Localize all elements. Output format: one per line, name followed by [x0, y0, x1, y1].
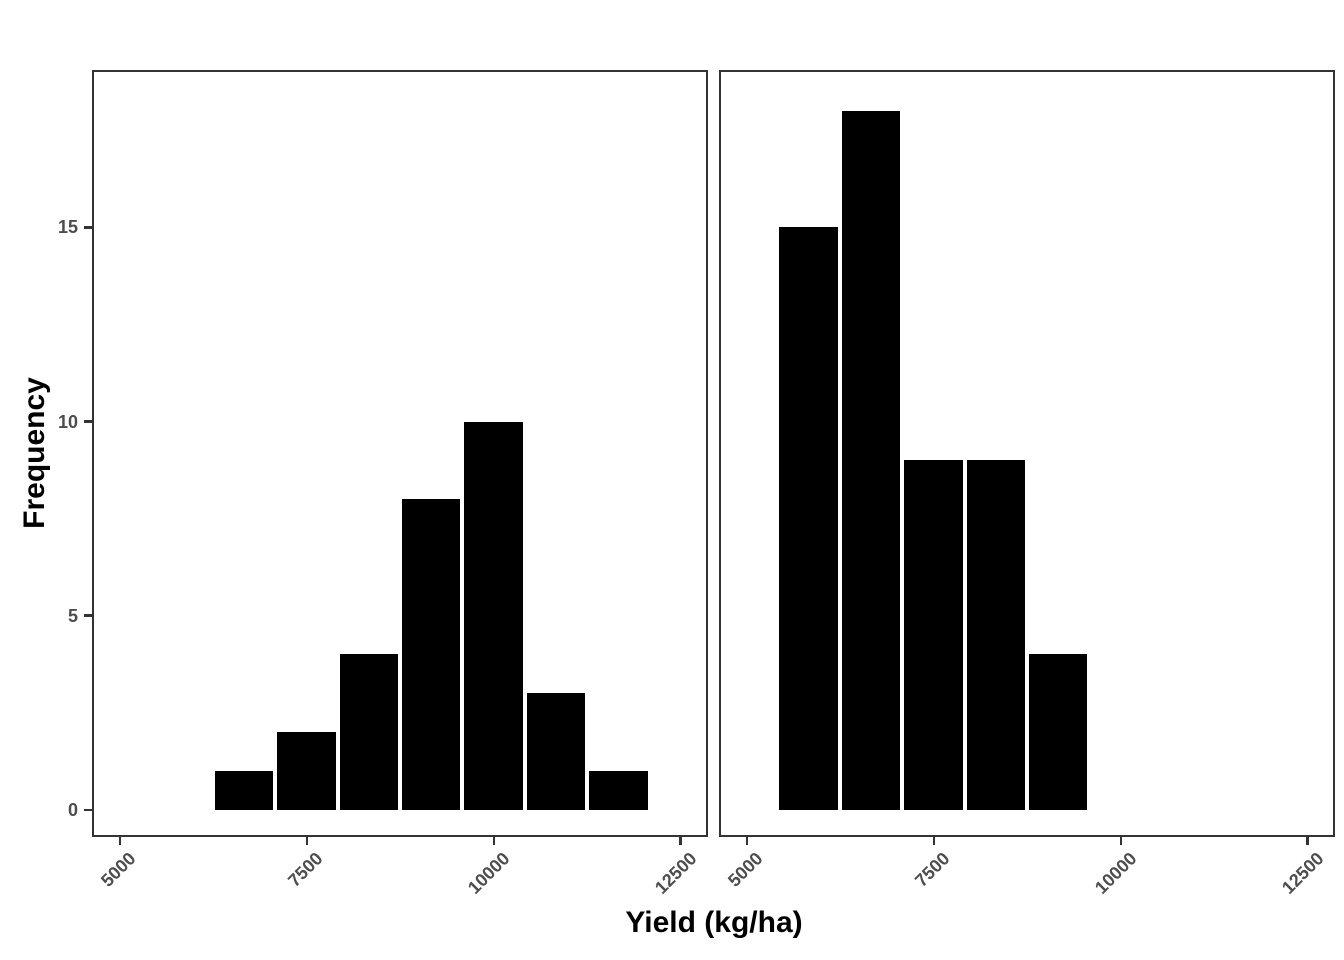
- histogram-bar-left-1: [214, 770, 273, 810]
- histogram-bar-right-2: [841, 110, 900, 810]
- y-tick-mark: [84, 808, 92, 811]
- x-tick-label: 12500: [1277, 848, 1328, 898]
- x-tick-mark: [1306, 837, 1309, 845]
- histogram-bar-left-5: [464, 421, 523, 810]
- y-tick-label: 15: [57, 217, 78, 238]
- x-tick-label: 7500: [283, 848, 327, 891]
- y-axis-title-text: Frequency: [18, 377, 51, 529]
- y-tick-mark: [84, 226, 92, 229]
- x-tick-label: 7500: [910, 848, 954, 891]
- x-tick-label: 10000: [463, 848, 514, 898]
- x-tick-label: 10000: [1090, 848, 1141, 898]
- histogram-bar-left-6: [526, 693, 586, 810]
- x-tick-mark: [492, 837, 495, 845]
- histogram-bar-left-4: [401, 499, 461, 810]
- x-tick-mark: [745, 837, 749, 845]
- histogram-panel-left: [92, 70, 708, 837]
- x-tick-label: 12500: [650, 848, 701, 898]
- histogram-bar-right-5: [1028, 654, 1088, 810]
- x-tick-mark: [1119, 837, 1122, 845]
- x-tick-mark: [118, 837, 122, 845]
- y-tick-label: 10: [57, 411, 78, 432]
- x-tick-mark: [679, 837, 682, 845]
- histogram-bar-right-3: [904, 460, 963, 810]
- x-tick-label: 5000: [724, 848, 767, 891]
- x-axis-title: Yield (kg/ha): [625, 906, 803, 939]
- histogram-bar-right-1: [779, 227, 838, 810]
- histogram-bar-left-7: [589, 770, 648, 810]
- histogram-bar-left-2: [277, 732, 336, 810]
- y-tick-label: 5: [67, 605, 78, 626]
- histogram-panel-right: [719, 70, 1335, 837]
- histogram-bar-right-4: [966, 460, 1025, 810]
- y-tick-mark: [84, 614, 92, 617]
- x-tick-mark: [932, 837, 936, 845]
- y-tick-mark: [84, 420, 92, 423]
- histogram-bar-left-3: [339, 654, 398, 810]
- x-tick-label: 5000: [97, 848, 140, 891]
- y-tick-label: 0: [67, 799, 78, 820]
- x-tick-mark: [305, 837, 309, 845]
